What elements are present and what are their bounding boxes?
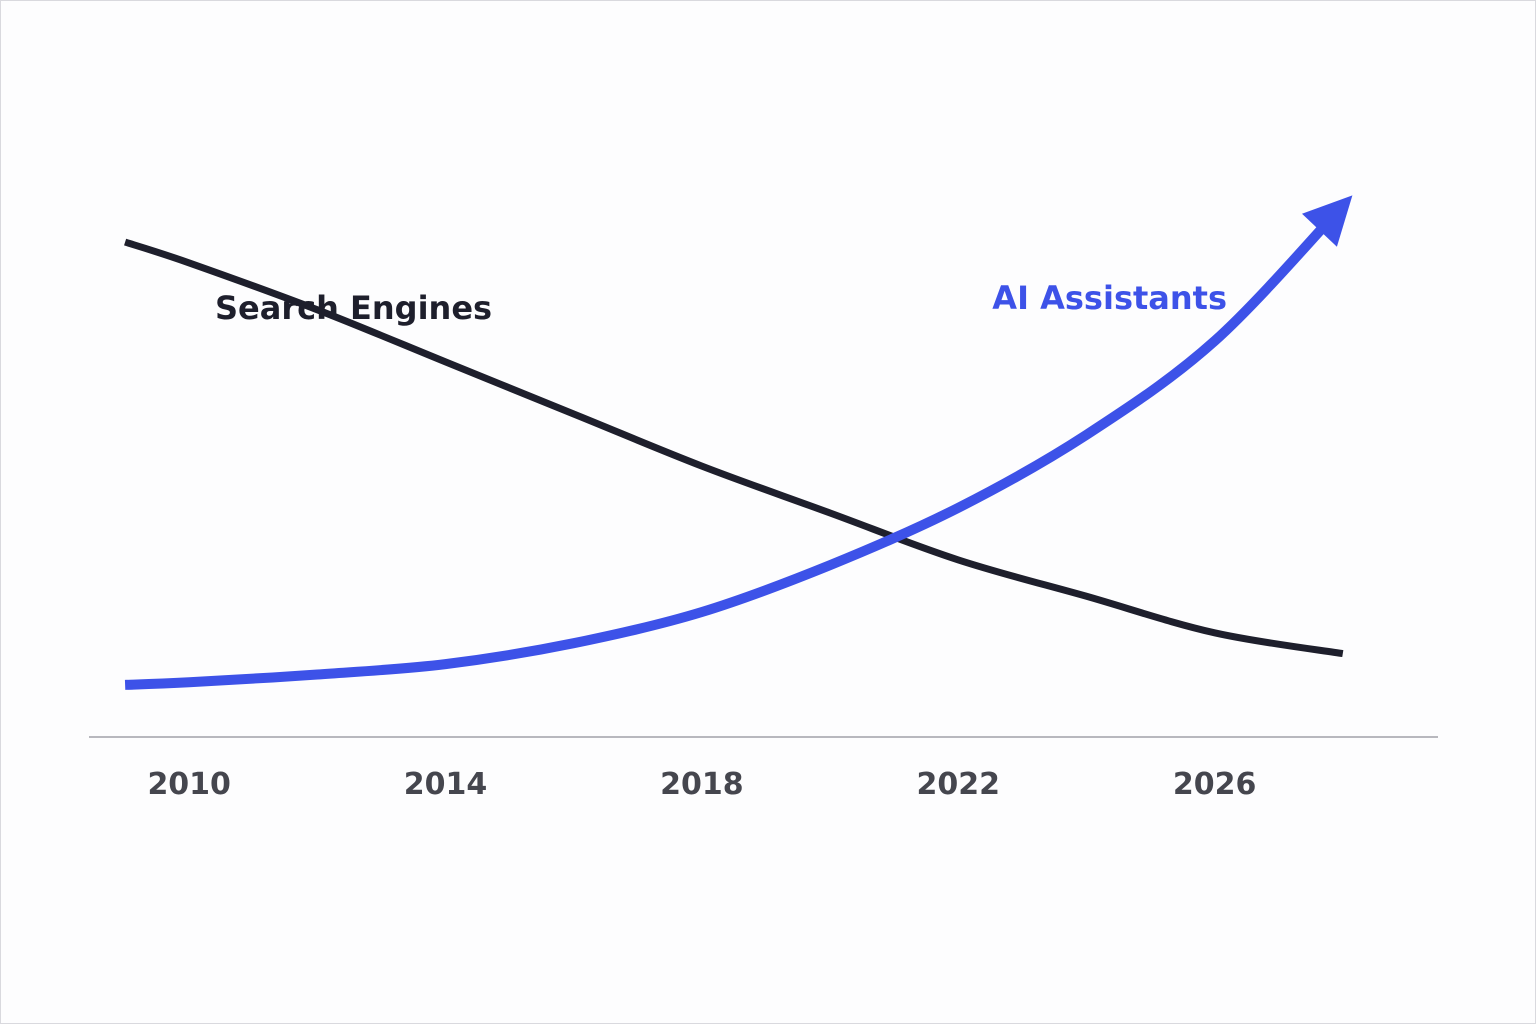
series-label-layer: Search Engines AI Assistants — [215, 279, 1227, 327]
series-line-search-engines — [124, 238, 1344, 658]
series-label-ai-assistants: AI Assistants — [992, 279, 1227, 317]
x-tick-label: 2022 — [917, 767, 1001, 802]
x-tick-label: 2014 — [404, 767, 488, 802]
arrowhead-icon — [1302, 195, 1353, 247]
x-tick-label: 2026 — [1173, 767, 1257, 802]
series-layer — [124, 195, 1353, 690]
series-line-ai-assistants — [124, 201, 1347, 690]
x-tick-label: 2018 — [660, 767, 744, 802]
x-tick-label: 2010 — [147, 767, 231, 802]
x-tick-layer: 2010 2014 2018 2022 2026 — [147, 767, 1256, 802]
series-label-search-engines: Search Engines — [215, 289, 492, 327]
